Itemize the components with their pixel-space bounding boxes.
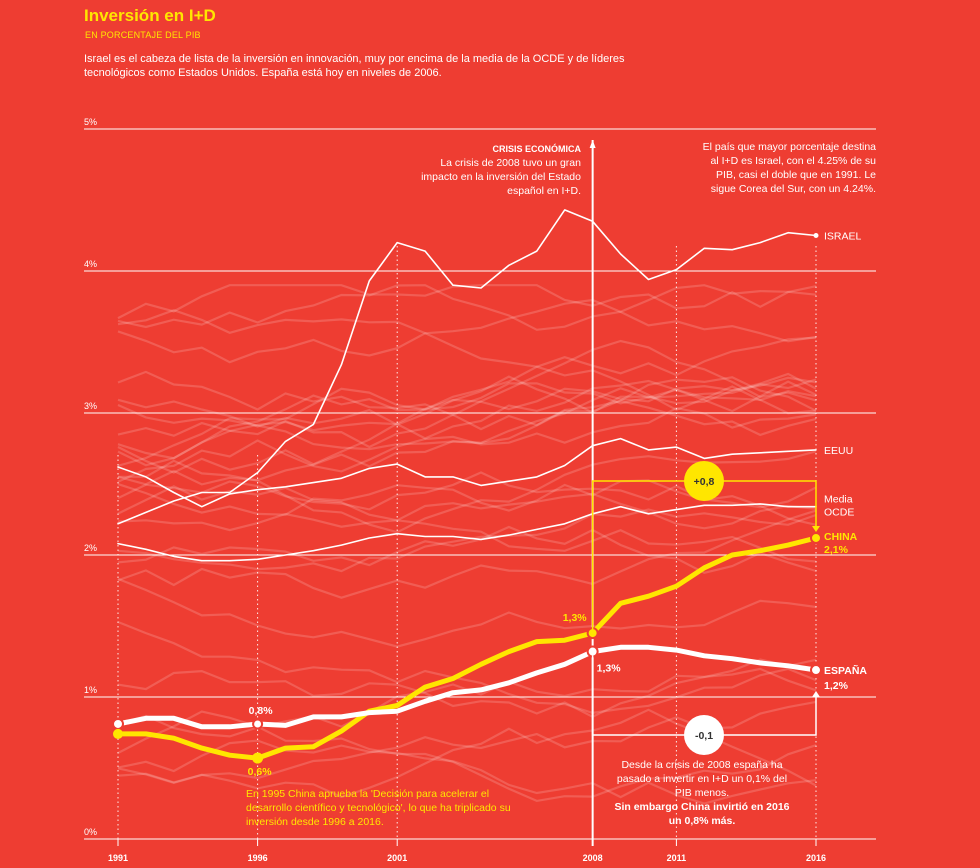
series-lines: [115, 209, 819, 761]
background-country-line: [117, 379, 817, 467]
y-tick-label: 1%: [84, 685, 97, 695]
spain-dot-2016: [810, 664, 822, 677]
series-label-china: CHINA: [824, 531, 858, 543]
y-tick-label: 5%: [84, 117, 97, 127]
spain-text-2: Sin embargo China invirtió en 2016 un 0,…: [614, 801, 790, 827]
series-label-israel: ISRAEL: [824, 231, 862, 243]
china-dot-1996: [252, 752, 264, 764]
spain-text-1: Desde la crisis de 2008 españa ha pasado…: [616, 759, 788, 799]
series-line-china: [115, 535, 819, 761]
y-tick-label: 0%: [84, 827, 97, 837]
background-country-line: [117, 376, 817, 474]
china-diff-badge: [684, 461, 724, 501]
background-country-line: [117, 380, 817, 486]
point-label: 1,3%: [563, 612, 588, 624]
x-tick-label: 2008: [583, 853, 603, 863]
background-country-line: [117, 298, 817, 364]
background-country-line: [117, 509, 817, 599]
spain-diff-label: -0,1: [695, 730, 713, 742]
background-country-line: [117, 739, 817, 805]
grid-lines: 0% 1% 2% 3% 4% 5% 1991 1996 2001 2008 2011 2016: [84, 117, 876, 863]
china-diff-label: +0,8: [694, 476, 715, 488]
series-label-spain: ESPAÑA: [824, 664, 867, 677]
point-label: 0,6%: [248, 766, 273, 778]
spain-dot-1996: [252, 718, 264, 730]
background-country-line: [117, 492, 817, 532]
series-line-eeuu: [117, 437, 817, 508]
background-country-line: [117, 577, 817, 648]
background-country-line: [117, 620, 817, 715]
x-tick-label: 1991: [108, 853, 128, 863]
crisis-annotation: CRISIS ECONÓMICA La crisis de 2008 tuvo …: [405, 142, 581, 198]
crisis-text: La crisis de 2008 tuvo un gran impacto e…: [421, 157, 581, 197]
y-tick-label: 2%: [84, 543, 97, 553]
chart-subtitle: EN PORCENTAJE DEL PIB: [85, 30, 201, 40]
crisis-arrow: [589, 140, 596, 148]
background-country-line: [117, 284, 817, 331]
series-line-media-ocde: [117, 503, 817, 562]
spain-diff-arrow: [812, 691, 820, 698]
series-line-españa: [115, 644, 819, 730]
chart-title: Inversión en I+D: [84, 6, 216, 25]
china-diff-arrow: [812, 525, 820, 532]
background-country-line: [117, 485, 817, 563]
series-label-ocde-1: Media: [824, 494, 853, 506]
series-value-china: 2,1%: [824, 544, 849, 556]
chart-description: Israel es el cabeza de lista de la inver…: [84, 53, 625, 79]
y-tick-label: 3%: [84, 401, 97, 411]
background-country-line: [117, 378, 817, 460]
series-value-spain: 1,2%: [824, 680, 849, 692]
series-label-ocde-2: OCDE: [824, 507, 854, 519]
background-country-line: [117, 399, 817, 449]
point-label: 1,3%: [597, 663, 622, 675]
spain-diff-badge: [684, 715, 724, 755]
background-country-line: [117, 508, 817, 573]
point-label: 0,8%: [249, 705, 274, 717]
china-dot-2016: [810, 531, 822, 544]
china-1995-annotation: En 1995 China aprueba la 'Decisión para …: [246, 788, 511, 828]
y-tick-label: 4%: [84, 259, 97, 269]
background-country-line: [117, 376, 817, 451]
series-line-israel: [117, 209, 817, 525]
background-country-line: [117, 658, 817, 719]
spain-dot-1991: [112, 717, 124, 730]
background-country-line: [117, 339, 817, 417]
background-country-line: [117, 372, 817, 428]
background-country-line: [117, 336, 817, 467]
background-country-line: [117, 710, 817, 803]
series-label-eeuu: EEUU: [824, 445, 853, 457]
israel-dot-2016: [813, 233, 819, 238]
x-tick-label: 2016: [806, 853, 826, 863]
spain-annotation: Desde la crisis de 2008 españa ha pasado…: [612, 758, 792, 828]
background-country-line: [117, 309, 817, 412]
x-tick-label: 2011: [667, 853, 687, 863]
israel-annotation: El país que mayor porcentaje destina al …: [702, 141, 876, 195]
china-dot-1991: [113, 728, 123, 739]
spain-dot-2008: [586, 645, 599, 658]
x-tick-label: 1996: [248, 853, 268, 863]
crisis-title: CRISIS ECONÓMICA: [492, 144, 581, 154]
x-tick-label: 2001: [387, 853, 407, 863]
